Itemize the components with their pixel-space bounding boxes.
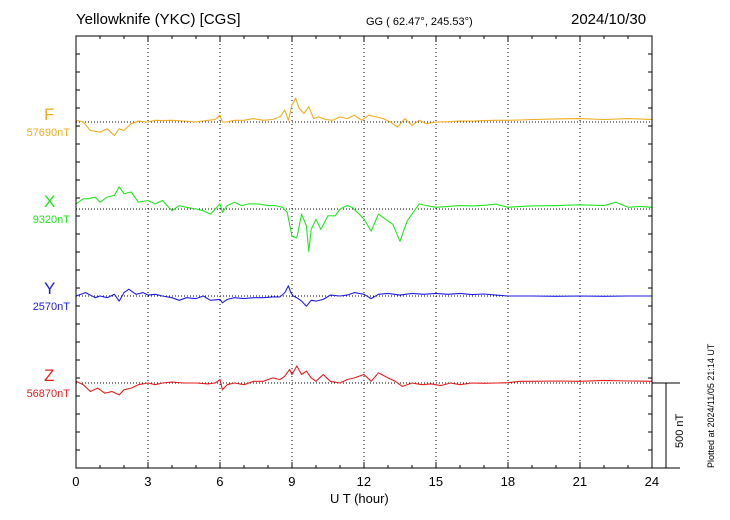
trace-X — [75, 186, 653, 253]
channel-label-X: X — [44, 192, 56, 211]
channel-baseline-value-X: 9320nT — [32, 214, 70, 226]
trace-F — [75, 97, 653, 137]
channel-label-F: F — [44, 105, 55, 124]
channel-label-Z: Z — [44, 366, 55, 385]
station-title: Yellowknife (YKC) [CGS] — [76, 11, 241, 28]
axis-ticks — [75, 36, 653, 468]
x-tick-label-0: 0 — [72, 474, 80, 489]
channel-baseline-value-Y: 2570nT — [32, 301, 70, 313]
chart-date: 2024/10/30 — [571, 11, 647, 28]
trace-Y — [75, 285, 652, 307]
channel-baseline-value-F: 57690nT — [26, 127, 70, 139]
x-tick-label-3: 3 — [144, 474, 152, 489]
station-coordinates: GG ( 62.47°, 245.53°) — [366, 16, 473, 28]
scale-bar — [652, 382, 680, 469]
plotted-timestamp: Plotted at 2024/11/05 21:14 UT — [706, 343, 716, 468]
x-axis-label: U T (hour) — [330, 491, 389, 506]
scale-bar-label: 500 nT — [674, 413, 686, 448]
trace-Z — [75, 365, 653, 396]
x-tick-label-18: 18 — [500, 474, 516, 489]
x-tick-label-15: 15 — [428, 474, 444, 489]
x-tick-label-24: 24 — [644, 474, 660, 489]
x-tick-label-9: 9 — [288, 474, 296, 489]
x-tick-label-12: 12 — [356, 474, 372, 489]
channel-baseline-value-Z: 56870nT — [26, 388, 70, 400]
data-traces — [75, 97, 653, 396]
channel-label-Y: Y — [44, 279, 56, 298]
x-tick-label-6: 6 — [216, 474, 224, 489]
x-tick-label-21: 21 — [572, 474, 588, 489]
grid — [147, 36, 581, 468]
